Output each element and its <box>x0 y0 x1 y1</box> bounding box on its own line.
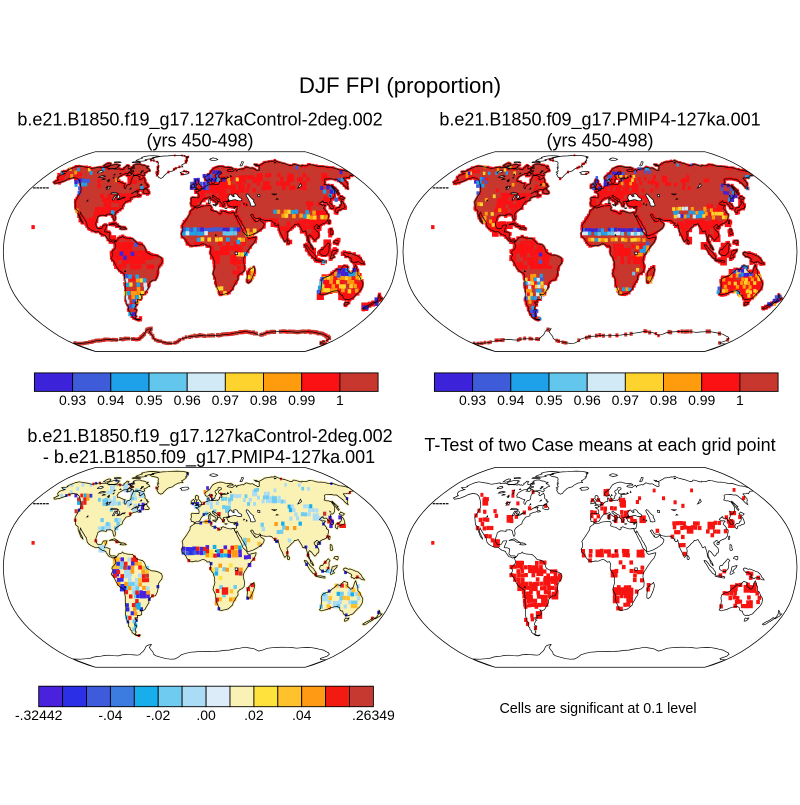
svg-text:.26349: .26349 <box>352 707 395 723</box>
svg-text:-.02: -.02 <box>146 707 170 723</box>
svg-text:- b.e21.B1850.f09_g17.PMIP4-12: - b.e21.B1850.f09_g17.PMIP4-127ka.001 <box>43 447 375 468</box>
svg-text:0.95: 0.95 <box>135 392 162 408</box>
svg-text:0.94: 0.94 <box>497 392 524 408</box>
svg-text:b.e21.B1850.f19_g17.127kaContr: b.e21.B1850.f19_g17.127kaControl-2deg.00… <box>27 426 392 447</box>
svg-text:0.98: 0.98 <box>250 392 277 408</box>
svg-text:0.99: 0.99 <box>288 392 315 408</box>
svg-text:(yrs 450-498): (yrs 450-498) <box>146 130 253 150</box>
svg-text:T-Test of two Case means at ea: T-Test of two Case means at each grid po… <box>424 435 775 455</box>
svg-text:.04: .04 <box>292 707 312 723</box>
svg-text:1: 1 <box>736 392 744 408</box>
svg-text:0.99: 0.99 <box>688 392 715 408</box>
svg-text:1: 1 <box>336 392 344 408</box>
svg-text:0.93: 0.93 <box>459 392 486 408</box>
svg-text:0.93: 0.93 <box>59 392 86 408</box>
svg-text:b.e21.B1850.f09_g17.PMIP4-127k: b.e21.B1850.f09_g17.PMIP4-127ka.001 <box>439 109 760 130</box>
svg-text:-.32442: -.32442 <box>15 707 63 723</box>
svg-text:.00: .00 <box>196 707 216 723</box>
svg-text:0.96: 0.96 <box>174 392 201 408</box>
svg-text:(yrs 450-498): (yrs 450-498) <box>546 130 653 150</box>
svg-text:0.95: 0.95 <box>535 392 562 408</box>
svg-text:0.97: 0.97 <box>612 392 639 408</box>
svg-text:DJF FPI (proportion): DJF FPI (proportion) <box>299 73 501 98</box>
svg-text:.02: .02 <box>244 707 264 723</box>
svg-text:0.94: 0.94 <box>97 392 124 408</box>
svg-text:0.97: 0.97 <box>212 392 239 408</box>
svg-text:-.04: -.04 <box>98 707 122 723</box>
svg-text:0.98: 0.98 <box>650 392 677 408</box>
svg-text:b.e21.B1850.f19_g17.127kaContr: b.e21.B1850.f19_g17.127kaControl-2deg.00… <box>17 109 382 130</box>
svg-text:0.96: 0.96 <box>574 392 601 408</box>
svg-text:Cells are significant at 0.1 l: Cells are significant at 0.1 level <box>499 701 696 717</box>
